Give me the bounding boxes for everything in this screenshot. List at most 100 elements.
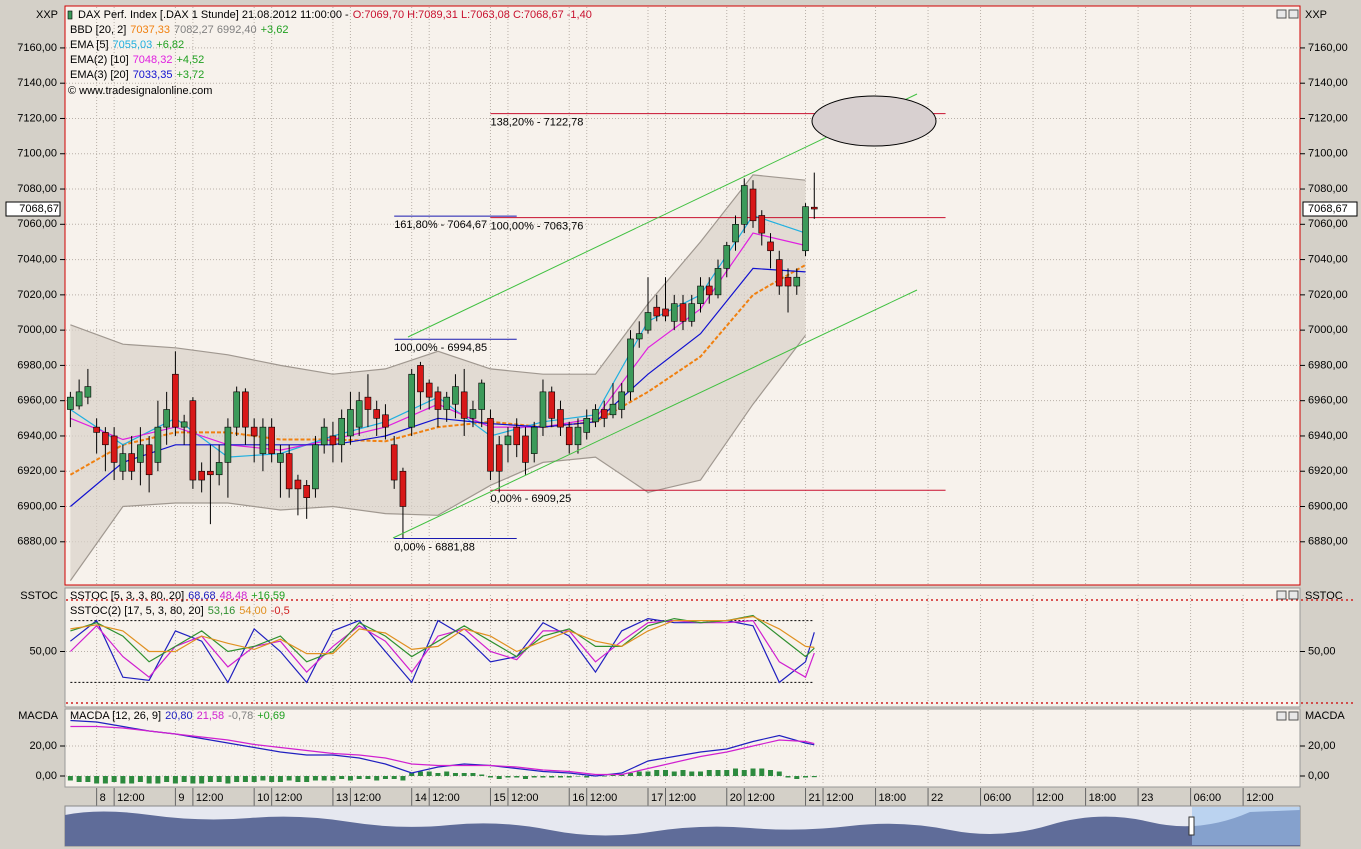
y-tick-label: 7020,00 bbox=[17, 289, 57, 301]
x-tick-label: 9 bbox=[178, 792, 184, 804]
legend-name: EMA [5] bbox=[70, 39, 109, 51]
candle-body bbox=[198, 470, 205, 481]
macd-bar bbox=[584, 776, 590, 778]
macd-bar bbox=[225, 776, 231, 784]
macd-bar bbox=[706, 770, 712, 776]
candle-body bbox=[425, 382, 433, 398]
legend-entry: EMA [5] 7055,03 +6,82 bbox=[70, 39, 184, 51]
navigator-volume bbox=[65, 810, 1300, 846]
candle-body bbox=[347, 409, 354, 437]
macd-bar bbox=[557, 776, 563, 778]
axis-label: MACDA bbox=[18, 710, 58, 722]
legend-value: +16,59 bbox=[251, 590, 285, 602]
data-layer: XXP XXP 6880,00 6880,00 6900,00 6900,00 6920,0… bbox=[5, 9, 1358, 806]
panel-button[interactable] bbox=[1276, 590, 1287, 600]
macd-bar bbox=[724, 770, 730, 776]
macd-bar bbox=[129, 776, 135, 784]
candle-body bbox=[810, 206, 818, 210]
legend-name: EMA(3) [20] bbox=[70, 69, 129, 81]
fib-label: 100,00% - 7063,76 bbox=[490, 221, 583, 233]
y-tick-label: 7160,00 bbox=[1308, 42, 1348, 54]
macd-bar bbox=[146, 776, 152, 784]
macd-bar bbox=[435, 773, 441, 776]
macd-bar bbox=[312, 776, 318, 781]
candle-body bbox=[609, 403, 617, 416]
last-price-box bbox=[1302, 201, 1358, 217]
candle-body bbox=[338, 418, 345, 446]
indicator-line bbox=[70, 615, 815, 655]
panel-button[interactable] bbox=[1288, 9, 1299, 19]
macd-bar bbox=[531, 776, 537, 778]
legend-value: 7055,03 bbox=[113, 39, 153, 51]
legend-entry: SSTOC [5, 3, 3, 80, 20] 68,68 48,48 +16,59 bbox=[70, 590, 285, 602]
navigator-handle[interactable] bbox=[1188, 816, 1195, 836]
navigator-window[interactable] bbox=[1192, 807, 1300, 845]
candle-body bbox=[469, 409, 477, 419]
macd-bar bbox=[715, 770, 721, 776]
y-tick-label: 7120,00 bbox=[17, 112, 57, 124]
macd-bar bbox=[776, 771, 782, 776]
y-tick-label: 6900,00 bbox=[1308, 500, 1348, 512]
x-axis-bar bbox=[0, 788, 1361, 806]
macd-bar bbox=[85, 776, 91, 782]
axis-label: SSTOC bbox=[1305, 590, 1343, 602]
macd-bar bbox=[759, 768, 765, 776]
macd-bar bbox=[426, 771, 432, 776]
y-tick-label: 6920,00 bbox=[17, 465, 57, 477]
candle-body bbox=[364, 396, 372, 410]
candle-body bbox=[390, 444, 398, 481]
candle-body bbox=[600, 409, 608, 419]
macd-bar bbox=[514, 776, 520, 778]
macd-bar bbox=[627, 773, 633, 776]
macd-bar bbox=[741, 770, 747, 776]
y-tick-label: 7140,00 bbox=[17, 77, 57, 89]
x-tick-label: 22 bbox=[931, 792, 943, 804]
x-tick-label: 20 bbox=[730, 792, 742, 804]
macd-bar bbox=[304, 776, 310, 782]
y-tick-label: 50,00 bbox=[1308, 645, 1336, 657]
macd-bar bbox=[470, 773, 476, 776]
candle-body bbox=[163, 409, 170, 428]
legend-name: EMA(2) [10] bbox=[70, 54, 129, 66]
legend-value: 7048,32 bbox=[133, 54, 173, 66]
candle-body bbox=[268, 426, 275, 454]
macd-bar bbox=[610, 774, 616, 776]
panel-button[interactable] bbox=[1276, 9, 1287, 19]
x-tick-label: 06:00 bbox=[984, 792, 1012, 804]
candle-body bbox=[329, 435, 337, 446]
macd-bar bbox=[347, 776, 353, 781]
macd-bar bbox=[461, 773, 467, 776]
macd-bar bbox=[400, 776, 406, 781]
fib-label: 161,80% - 7064,67 bbox=[394, 219, 487, 231]
x-tick-label: 10 bbox=[257, 792, 269, 804]
panel-button[interactable] bbox=[1288, 590, 1299, 600]
chart-title: DAX Perf. Index [.DAX 1 Stunde] 21.08.20… bbox=[78, 9, 592, 21]
y-tick-label: 20,00 bbox=[29, 740, 57, 752]
macd-bar bbox=[636, 771, 642, 776]
legend-name: BBD [20, 2] bbox=[70, 24, 126, 36]
legend-value: +0,69 bbox=[257, 710, 285, 722]
macd-bar bbox=[768, 770, 774, 776]
candle-body bbox=[662, 308, 669, 317]
macd-bar bbox=[785, 776, 791, 778]
indicator-line bbox=[70, 725, 815, 776]
candle-body bbox=[294, 479, 302, 490]
macd-bar bbox=[566, 776, 572, 778]
legend-value: 7082,27 6992,40 bbox=[174, 24, 257, 36]
macd-bar bbox=[164, 776, 170, 782]
legend-name: MACDA [12, 26, 9] bbox=[70, 710, 161, 722]
candle-body bbox=[653, 306, 661, 317]
macd-bar bbox=[295, 776, 301, 782]
x-tick-label: 12:00 bbox=[511, 792, 539, 804]
macd-bar bbox=[680, 770, 686, 776]
legend-entry: SSTOC(2) [17, 5, 3, 80, 20] 53,16 54,00 -0,… bbox=[70, 605, 290, 617]
candle-body bbox=[443, 396, 451, 410]
candle-body bbox=[574, 426, 582, 446]
panel-button[interactable] bbox=[1276, 711, 1287, 721]
panel-button[interactable] bbox=[1288, 711, 1299, 721]
candle-body bbox=[714, 268, 722, 296]
candle-body bbox=[583, 418, 591, 433]
macd-bar bbox=[522, 776, 528, 779]
axis-label: SSTOC bbox=[20, 590, 58, 602]
